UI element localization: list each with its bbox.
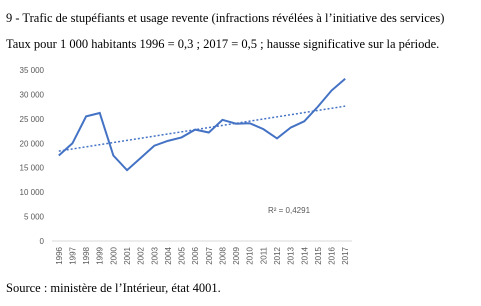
x-tick-label: 2010 bbox=[246, 246, 255, 264]
y-tick-label: 30 000 bbox=[20, 90, 45, 99]
x-tick-label: 2002 bbox=[137, 246, 146, 264]
x-tick-label: 1999 bbox=[96, 246, 105, 264]
y-tick-label: 20 000 bbox=[20, 139, 45, 148]
y-tick-label: 5 000 bbox=[24, 213, 45, 222]
chart-subtitle: Taux pour 1 000 habitants 1996 = 0,3 ; 2… bbox=[6, 37, 439, 51]
x-tick-label: 2009 bbox=[232, 246, 241, 264]
line-series bbox=[58, 78, 346, 172]
x-tick-label: 2014 bbox=[300, 246, 309, 264]
y-tick-label: 25 000 bbox=[20, 115, 45, 124]
x-tick-label: 2004 bbox=[164, 246, 173, 264]
trendline-label: R² = 0,4291 bbox=[268, 206, 311, 215]
x-tick-label: 2000 bbox=[109, 246, 118, 264]
y-tick-label: 35 000 bbox=[20, 66, 45, 75]
x-tick-label: 2013 bbox=[287, 246, 296, 264]
x-tick-label: 2006 bbox=[191, 246, 200, 264]
x-tick-label: 2003 bbox=[150, 246, 159, 264]
x-tick-label: 2008 bbox=[218, 246, 227, 264]
chart-title: 9 - Trafic de stupéfiants et usage reven… bbox=[6, 11, 444, 25]
x-tick-label: 2015 bbox=[314, 246, 323, 264]
trendline bbox=[58, 105, 346, 152]
x-tick-label: 2017 bbox=[341, 246, 350, 264]
x-tick-label: 2005 bbox=[178, 246, 187, 264]
x-tick-label: 2012 bbox=[273, 246, 282, 264]
x-tick-label: 1996 bbox=[55, 246, 64, 264]
x-tick-label: 2016 bbox=[328, 246, 337, 264]
y-tick-label: 10 000 bbox=[20, 188, 45, 197]
y-tick-label: 0 bbox=[40, 237, 45, 246]
x-tick-label: 2011 bbox=[259, 246, 268, 264]
y-tick-label: 15 000 bbox=[20, 164, 45, 173]
x-tick-label: 1998 bbox=[82, 246, 91, 264]
x-tick-label: 1997 bbox=[68, 246, 77, 264]
x-tick-label: 2007 bbox=[205, 246, 214, 264]
source: Source : ministère de l’Intérieur, état … bbox=[6, 281, 221, 295]
x-tick-label: 2001 bbox=[123, 246, 132, 264]
